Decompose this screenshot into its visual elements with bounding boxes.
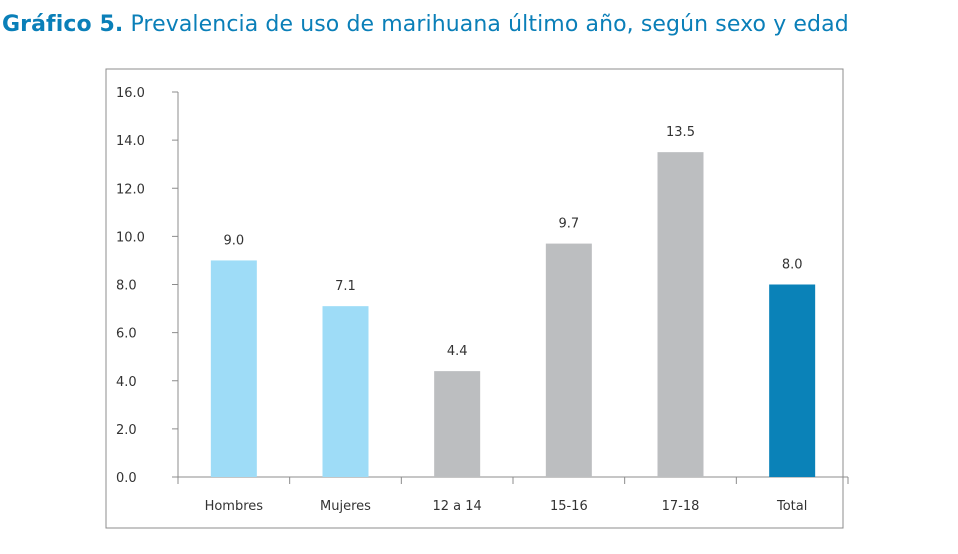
bar-6 [769,284,816,477]
data-label: 7.1 [335,279,356,294]
x-tick-label: Total [776,499,807,514]
bar-1 [210,260,257,477]
x-tick-label: Mujeres [320,499,371,514]
data-label: 9.0 [223,233,244,248]
x-tick-label: 15-16 [550,499,588,514]
bar-5 [657,152,704,477]
y-tick-label: 16.0 [116,86,145,101]
bars [210,152,816,477]
x-axis: Hombres Mujeres 12 a 14 15-16 17-18 Total [177,476,849,514]
y-axis: 0.0 2.0 4.0 6.0 8.0 10.0 12.0 14.0 16.0 [116,86,179,486]
y-tick-label: 8.0 [116,279,137,294]
bar-2 [322,306,369,477]
y-tick-label: 4.0 [116,375,137,390]
x-tick-label: 17-18 [662,499,700,514]
bar-4 [545,243,592,477]
data-label: 9.7 [558,217,579,232]
y-tick-label: 2.0 [116,423,137,438]
data-labels: 9.0 7.1 4.4 9.7 13.5 8.0 [223,125,802,359]
chart-title: Gráfico 5. Prevalencia de uso de marihua… [2,12,958,37]
y-tick-label: 6.0 [116,327,137,342]
x-tick-label: 12 a 14 [433,499,482,514]
bar-3 [434,371,481,477]
data-label: 8.0 [782,258,803,273]
chart-title-text: Prevalencia de uso de marihuana último a… [130,12,849,37]
x-tick-label: Hombres [205,499,264,514]
data-label: 13.5 [666,125,695,140]
y-tick-label: 10.0 [116,230,145,245]
y-tick-label: 12.0 [116,182,145,197]
data-label: 4.4 [447,344,468,359]
chart-title-prefix: Gráfico 5. [2,12,124,37]
y-tick-label: 14.0 [116,134,145,149]
y-tick-label: 0.0 [116,471,137,486]
